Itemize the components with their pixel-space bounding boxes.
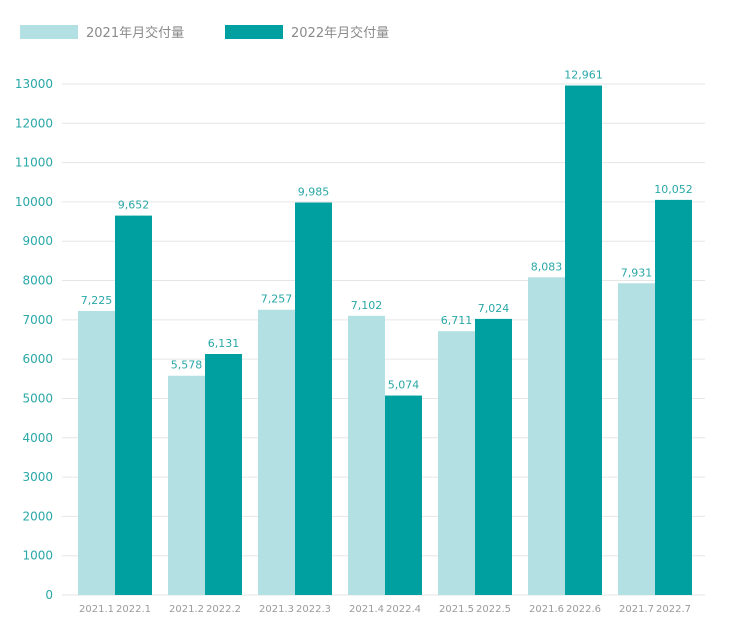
x-tick-label: 2022.6 [566,604,601,615]
legend-label-2022: 2022年月交付量 [291,25,389,41]
bar-2022.4 [385,395,422,595]
data-label-2021.2: 5,578 [171,359,203,372]
y-tick-label: 1000 [22,549,53,563]
legend-swatch-2022 [225,25,283,39]
bar-2021.1 [78,311,115,595]
y-tick-label: 9000 [22,234,53,248]
data-label-2022.4: 5,074 [388,379,420,392]
data-labels: 7,225 9,652 5,578 6,131 7,257 9,985 7,102 5,074… [81,69,693,392]
y-tick-label: 10000 [15,195,53,209]
y-axis: 0 1000 2000 3000 4000 5000 6000 7000 8000 9000 100… [15,77,53,602]
y-tick-label: 12000 [15,116,53,130]
x-tick-label: 2022.7 [656,604,691,615]
legend-swatch-2021 [20,25,78,39]
bar-2022.6 [565,85,602,596]
x-tick-label: 2021.7 [619,604,654,615]
data-label-2021.6: 8,083 [531,260,563,273]
data-label-2021.4: 7,102 [351,299,383,312]
data-label-2022.7: 10,052 [654,183,693,196]
data-label-2022.1: 9,652 [118,199,150,212]
y-tick-label: 11000 [15,156,53,170]
bar-2022.5 [475,318,512,595]
bar-2021.2 [168,375,205,595]
data-label-2022.6: 12,961 [564,69,603,82]
bar-2021.5 [438,331,475,595]
y-tick-label: 13000 [15,77,53,91]
data-label-2022.5: 7,024 [478,302,510,315]
legend-label-2021: 2021年月交付量 [86,25,184,41]
bar-2022.3 [295,202,332,595]
x-tick-label: 2022.3 [296,604,331,615]
x-tick-label: 2022.2 [206,604,241,615]
x-axis: 2021.1 2022.1 2021.2 2022.2 2021.3 2022.3 2021… [79,604,691,615]
x-tick-label: 2021.1 [79,604,114,615]
y-tick-label: 5000 [22,391,53,405]
x-tick-label: 2022.5 [476,604,511,615]
data-label-2021.3: 7,257 [261,293,293,306]
x-tick-label: 2021.4 [349,604,384,615]
y-tick-label: 4000 [22,431,53,445]
y-tick-label: 8000 [22,274,53,288]
bar-2021.3 [258,309,295,595]
bar-2022.1 [115,215,152,595]
y-tick-label: 3000 [22,470,53,484]
x-tick-label: 2022.1 [116,604,151,615]
data-label-2021.7: 7,931 [621,266,653,279]
y-tick-label: 0 [45,588,53,602]
bars [78,85,692,596]
x-tick-label: 2021.3 [259,604,294,615]
y-tick-label: 7000 [22,313,53,327]
x-tick-label: 2022.4 [386,604,421,615]
y-tick-label: 2000 [22,509,53,523]
x-tick-label: 2021.6 [529,604,564,615]
data-label-2021.5: 6,711 [441,314,473,327]
y-tick-label: 6000 [22,352,53,366]
bar-2021.6 [528,277,565,595]
data-label-2022.3: 9,985 [298,186,330,199]
x-tick-label: 2021.2 [169,604,204,615]
data-label-2022.2: 6,131 [208,337,240,350]
x-tick-label: 2021.5 [439,604,474,615]
bar-2022.2 [205,354,242,595]
bar-2022.7 [655,199,692,595]
bar-2021.4 [348,315,385,595]
legend: 2021年月交付量 2022年月交付量 [20,25,389,41]
data-label-2021.1: 7,225 [81,294,113,307]
bar-2021.7 [618,283,655,595]
